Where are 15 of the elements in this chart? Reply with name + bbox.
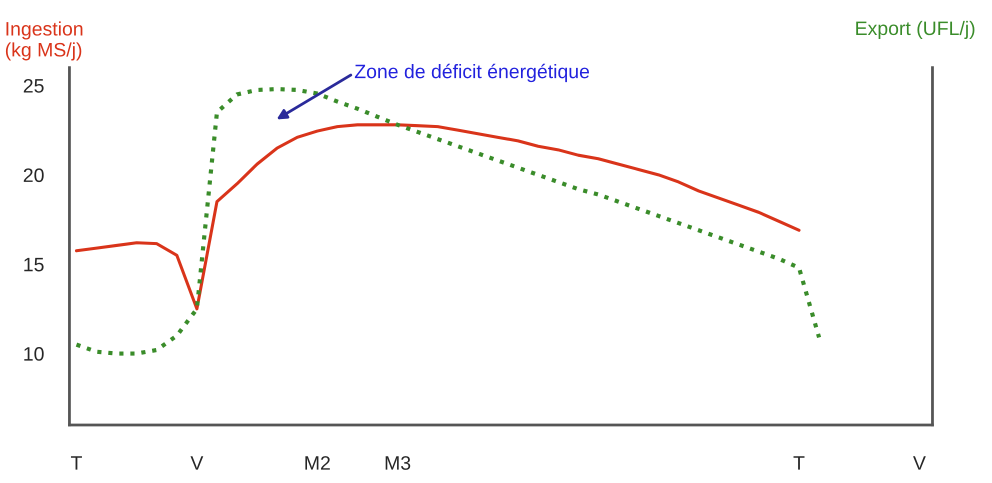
line-series (74, 123, 801, 310)
y2-axis-title: Export (UFL/j) (856, 20, 974, 40)
y-tick-label: 15 (24, 258, 44, 272)
x-tick-label: M3 (386, 456, 410, 470)
y-tick-label: 20 (24, 168, 44, 182)
x-tick-label: V (913, 456, 926, 470)
line-series (74, 86, 822, 356)
x-tick-label: T (70, 456, 82, 470)
y-axis-title: Ingestion (kg MS/j) (6, 21, 82, 60)
y-tick-label: 10 (24, 347, 44, 361)
y-tick-label: 25 (24, 78, 44, 93)
x-tick-label: M2 (305, 456, 330, 470)
x-tick-label: V (190, 456, 204, 470)
x-tick-label: T (794, 456, 805, 470)
annotation: Zone de déficit énergétique (354, 64, 590, 82)
